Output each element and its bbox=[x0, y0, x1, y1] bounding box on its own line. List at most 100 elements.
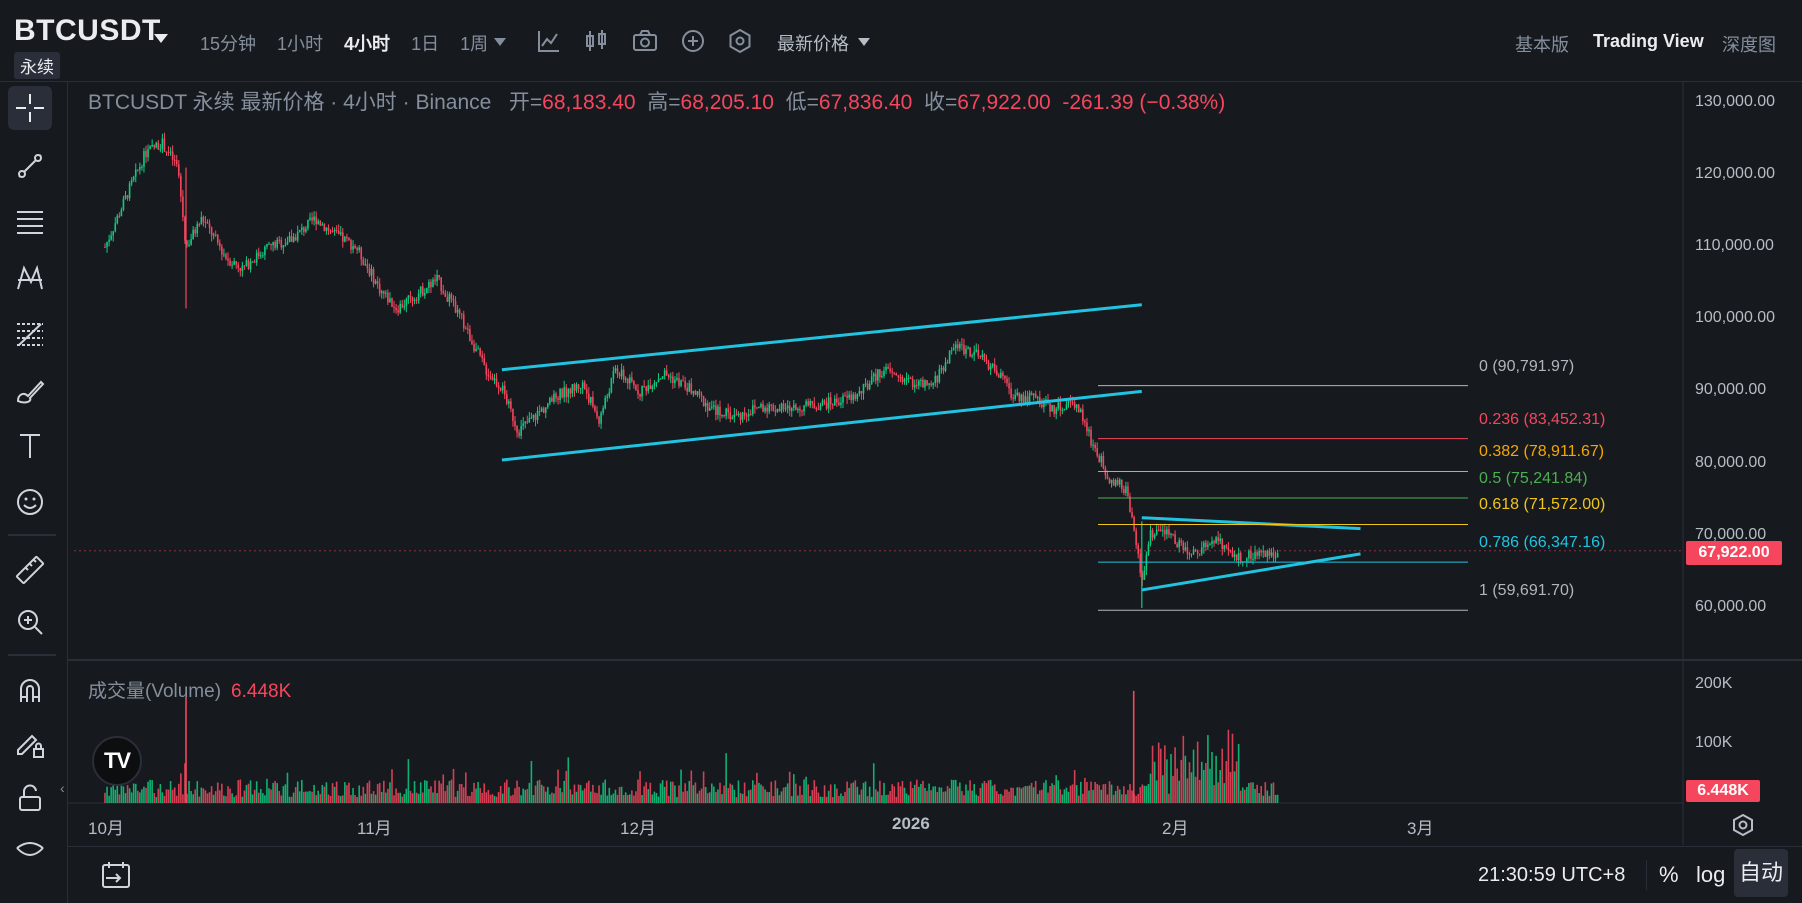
volume-bar bbox=[655, 792, 658, 803]
candle-body bbox=[1184, 547, 1187, 551]
candle-body bbox=[192, 229, 194, 240]
volume-bar bbox=[1172, 775, 1174, 803]
add-compare-icon[interactable] bbox=[680, 28, 706, 54]
brush-tool[interactable] bbox=[8, 368, 52, 412]
legend-change: -261.39 (−0.38%) bbox=[1062, 91, 1226, 114]
candle-body bbox=[1118, 479, 1121, 485]
volume-bar bbox=[212, 794, 215, 803]
volume-bar bbox=[1264, 782, 1267, 803]
candle-body bbox=[542, 408, 545, 413]
fibonacci-tool[interactable] bbox=[8, 312, 52, 356]
volume-bar bbox=[438, 780, 440, 803]
volume-bar bbox=[985, 783, 988, 803]
volume-bar bbox=[1092, 789, 1094, 803]
volume-bar bbox=[1084, 777, 1086, 803]
volume-bar bbox=[957, 786, 959, 803]
candle-body bbox=[194, 229, 196, 234]
pattern-icon bbox=[17, 264, 43, 290]
view-depth[interactable]: 深度图 bbox=[1722, 35, 1776, 55]
candle-body bbox=[1086, 422, 1088, 432]
magnet-tool[interactable] bbox=[8, 668, 52, 712]
volume-bar bbox=[602, 782, 604, 803]
volume-bar bbox=[1250, 782, 1252, 803]
candle-body bbox=[780, 403, 783, 412]
volume-bar bbox=[1075, 785, 1078, 803]
text-tool[interactable] bbox=[8, 424, 52, 468]
candle-body bbox=[526, 421, 529, 423]
volume-bar bbox=[104, 792, 106, 803]
candle-body bbox=[196, 224, 199, 234]
candle-body bbox=[356, 248, 358, 251]
candle-body bbox=[155, 142, 158, 148]
volume-bar bbox=[331, 783, 334, 803]
candle-body bbox=[592, 396, 594, 407]
candle-body bbox=[1071, 401, 1074, 403]
volume-bar bbox=[1088, 790, 1090, 803]
interval-1h[interactable]: 1小时 bbox=[277, 34, 324, 54]
candle-body bbox=[1065, 404, 1068, 410]
horizontal-lines-tool[interactable] bbox=[8, 200, 52, 244]
log-scale-button[interactable]: log bbox=[1696, 862, 1726, 887]
candle-body bbox=[288, 236, 291, 243]
volume-bar bbox=[946, 786, 949, 803]
symbol-name[interactable]: BTCUSDT bbox=[14, 14, 161, 47]
candle-body bbox=[1270, 552, 1273, 556]
tradingview-logo[interactable]: TV bbox=[92, 736, 142, 786]
lock-all-tool[interactable] bbox=[8, 776, 52, 820]
goto-date-icon[interactable] bbox=[100, 859, 132, 891]
candle-body bbox=[313, 216, 315, 221]
more-intervals-icon[interactable] bbox=[494, 38, 506, 46]
volume-bar bbox=[1231, 733, 1234, 803]
candle-body bbox=[1075, 404, 1078, 408]
interval-15m[interactable]: 15分钟 bbox=[200, 34, 257, 54]
settings-hexagon-icon[interactable] bbox=[727, 28, 753, 54]
candle-body bbox=[569, 388, 572, 394]
volume-bar bbox=[399, 792, 401, 803]
indicators-icon[interactable] bbox=[536, 28, 562, 54]
candle-body bbox=[606, 396, 609, 398]
camera-icon[interactable] bbox=[632, 28, 658, 54]
clock-readout[interactable]: 21:30:59 UTC+8 bbox=[1478, 864, 1626, 886]
volume-bar bbox=[842, 796, 844, 803]
candle-body bbox=[1127, 486, 1129, 497]
volume-bar bbox=[194, 789, 196, 803]
hide-drawings-tool[interactable] bbox=[8, 828, 52, 872]
candle-body bbox=[727, 408, 729, 413]
volume-bar bbox=[585, 782, 588, 803]
candle-body bbox=[454, 301, 457, 313]
auto-scale-button[interactable]: 自动 bbox=[1734, 849, 1788, 897]
fib-level-label: 1 (59,691.70) bbox=[1479, 582, 1575, 600]
zoom-tool[interactable] bbox=[8, 600, 52, 644]
collapse-toolbar-icon[interactable]: ‹ bbox=[60, 780, 65, 796]
trendline-tool[interactable] bbox=[8, 144, 52, 188]
price-type-dropdown-icon[interactable] bbox=[858, 38, 870, 46]
pattern-tool[interactable] bbox=[8, 256, 52, 300]
volume-bar bbox=[690, 770, 693, 803]
percent-scale-button[interactable]: % bbox=[1659, 862, 1679, 887]
interval-4h[interactable]: 4小时 bbox=[344, 34, 391, 54]
candle-body bbox=[481, 355, 483, 359]
volume-bar bbox=[995, 791, 998, 803]
crosshair-tool[interactable] bbox=[8, 86, 52, 130]
volume-bar bbox=[1032, 787, 1035, 803]
candle-body bbox=[415, 299, 418, 301]
symbol-dropdown-icon[interactable] bbox=[154, 34, 168, 43]
candle-body bbox=[842, 395, 844, 403]
price-type-selector[interactable]: 最新价格 bbox=[777, 34, 849, 54]
chart-settings-icon[interactable] bbox=[1730, 812, 1756, 838]
measure-tool[interactable] bbox=[8, 548, 52, 592]
candle-body bbox=[190, 239, 192, 245]
view-basic[interactable]: 基本版 bbox=[1515, 35, 1569, 55]
candle-body bbox=[219, 242, 221, 247]
chart-type-icon[interactable] bbox=[583, 28, 609, 54]
emoji-tool[interactable] bbox=[8, 480, 52, 524]
volume-bar bbox=[432, 792, 434, 803]
view-tradingview[interactable]: Trading View bbox=[1593, 31, 1704, 51]
volume-bar bbox=[1274, 795, 1277, 803]
interval-1d[interactable]: 1日 bbox=[411, 34, 440, 54]
candle-body bbox=[936, 375, 939, 383]
lock-drawing-tool[interactable] bbox=[8, 722, 52, 766]
interval-1w[interactable]: 1周 bbox=[460, 34, 489, 54]
candle-body bbox=[879, 369, 881, 378]
